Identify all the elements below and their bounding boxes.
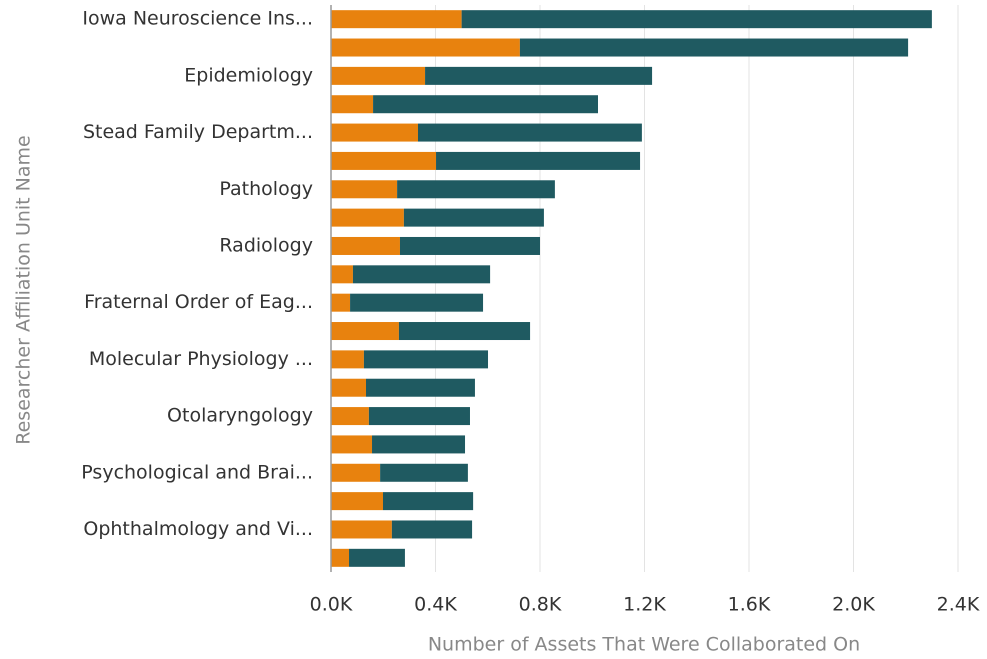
bar-segment	[331, 520, 392, 539]
bar-segment	[461, 10, 932, 29]
bar-segment	[331, 350, 364, 369]
y-tick-label: Iowa Neuroscience Ins...	[82, 8, 313, 30]
y-tick-label: Epidemiology	[184, 64, 313, 86]
bar-segment	[417, 123, 642, 142]
y-tick-label: Fraternal Order of Eag...	[84, 291, 313, 313]
bar-segment	[331, 95, 374, 114]
bar-segment	[331, 322, 399, 341]
bar-segment	[331, 123, 418, 142]
bar-segment	[519, 38, 909, 57]
x-tick-label: 0.0K	[310, 594, 353, 616]
bar-segment	[352, 265, 491, 284]
x-tick-label: 1.6K	[728, 594, 771, 616]
bar-segment	[331, 548, 350, 567]
bar-segment	[331, 38, 520, 57]
bar-segment	[331, 180, 398, 199]
bar-segment	[331, 435, 373, 454]
bar-segment	[391, 520, 473, 539]
x-tick-label: 2.4K	[937, 594, 980, 616]
bar-segment	[436, 151, 641, 170]
y-tick-label: Stead Family Departm...	[83, 121, 313, 143]
y-tick-label: Radiology	[219, 234, 313, 256]
y-tick-label: Psychological and Brai...	[81, 461, 313, 483]
bar-segment	[331, 293, 351, 312]
y-tick-label: Otolaryngology	[167, 405, 313, 427]
x-axis-title: Number of Assets That Were Collaborated …	[428, 634, 860, 656]
bar-segment	[398, 322, 531, 341]
x-tick-label: 0.8K	[519, 594, 562, 616]
x-tick-label: 0.4K	[414, 594, 457, 616]
bar-segment	[331, 378, 367, 397]
bar-segment	[331, 236, 400, 255]
bar-segment	[331, 492, 383, 511]
bar-segment	[331, 407, 369, 426]
x-tick-label: 1.2K	[623, 594, 666, 616]
bar-segment	[331, 265, 353, 284]
bar-segment	[363, 350, 489, 369]
bar-segment	[349, 548, 405, 567]
bar-segment	[373, 95, 598, 114]
bar-segment	[331, 463, 381, 482]
bar-segment	[425, 66, 653, 85]
y-axis-title: Researcher Affiliation Unit Name	[13, 135, 35, 444]
bar-segment	[382, 492, 474, 511]
bar-segment	[331, 10, 462, 29]
bar-segment	[380, 463, 468, 482]
y-tick-label: Molecular Physiology ...	[89, 348, 313, 370]
bar-segment	[399, 236, 540, 255]
bar-segment	[331, 66, 426, 85]
bar-segment	[397, 180, 555, 199]
bar-segment	[368, 407, 470, 426]
y-tick-label: Pathology	[219, 178, 313, 200]
bar-segment	[331, 151, 437, 170]
bar-segment	[372, 435, 466, 454]
bar-segment	[366, 378, 475, 397]
x-tick-label: 2.0K	[832, 594, 875, 616]
bar-segment	[403, 208, 544, 227]
bar-segment	[331, 208, 404, 227]
bar-segment	[350, 293, 484, 312]
y-tick-label: Ophthalmology and Vi...	[83, 518, 313, 540]
